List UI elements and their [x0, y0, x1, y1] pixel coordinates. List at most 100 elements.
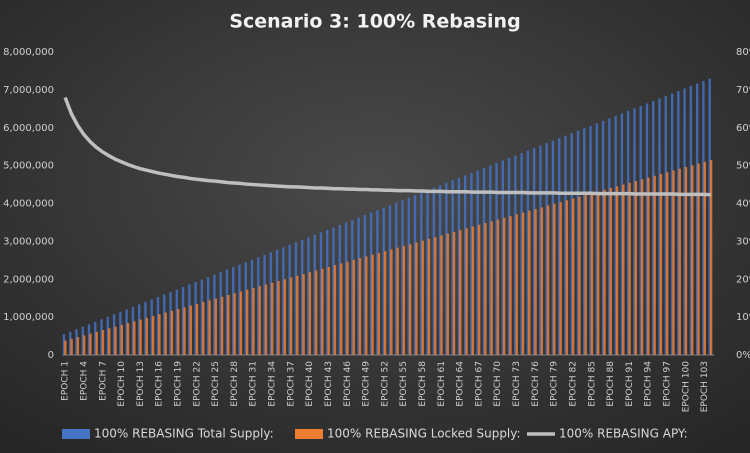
bar — [445, 182, 448, 355]
bar — [639, 105, 642, 356]
bar — [263, 254, 266, 355]
bar — [640, 179, 644, 355]
y-tick-label: 7,000,000 — [3, 85, 54, 96]
bar — [239, 291, 243, 355]
x-tick-label: EPOCH 70 — [493, 361, 503, 407]
bar — [578, 196, 581, 355]
bar — [351, 220, 354, 355]
y-tick-label: 6,000,000 — [3, 123, 54, 134]
bar — [156, 296, 160, 355]
bar — [708, 78, 711, 355]
bar — [327, 266, 330, 355]
bar — [264, 284, 268, 355]
bar — [277, 280, 280, 355]
bar — [213, 274, 216, 355]
bar — [532, 148, 536, 355]
bar — [622, 184, 625, 355]
bar — [126, 323, 130, 355]
legend-swatch — [295, 429, 323, 439]
bar — [576, 130, 580, 355]
x-tick-label: EPOCH 91 — [625, 361, 635, 407]
bar — [597, 191, 600, 355]
x-tick-label: EPOCH 79 — [550, 361, 560, 407]
bar — [271, 282, 274, 355]
x-tick-label: EPOCH 103 — [700, 361, 710, 412]
bar — [177, 309, 180, 355]
bar — [589, 125, 592, 355]
bar — [302, 273, 305, 355]
bar — [314, 270, 318, 355]
bar — [420, 192, 423, 355]
y2-tick-label: 0% — [736, 350, 750, 361]
bar — [365, 256, 368, 355]
bar — [553, 203, 556, 355]
legend-label: 100% REBASING APY: — [559, 427, 688, 441]
bar — [615, 186, 619, 355]
bar — [233, 293, 236, 355]
bar — [528, 210, 531, 355]
x-tick-label: EPOCH 73 — [512, 361, 522, 407]
bar — [503, 217, 506, 355]
bar — [584, 195, 587, 355]
bar — [446, 233, 449, 355]
bar — [526, 150, 530, 355]
bar — [521, 212, 525, 355]
bar — [108, 328, 111, 355]
x-tick-label: EPOCH 43 — [324, 361, 334, 407]
y2-tick-label: 60% — [736, 123, 750, 134]
bar — [482, 167, 486, 355]
bar — [119, 311, 122, 355]
bar — [570, 133, 573, 355]
bar — [451, 180, 454, 355]
y2-tick-label: 10% — [736, 312, 750, 323]
bar — [307, 237, 310, 355]
bar — [388, 205, 392, 355]
bar — [677, 91, 680, 355]
bar — [227, 295, 230, 355]
bar — [496, 219, 500, 355]
bar — [626, 110, 630, 355]
x-tick-label: EPOCH 82 — [568, 361, 578, 407]
bar — [415, 242, 418, 355]
y2-tick-label: 30% — [736, 236, 750, 247]
x-tick-label: EPOCH 67 — [474, 361, 484, 407]
bar — [407, 197, 410, 355]
bar — [100, 319, 103, 355]
x-tick-label: EPOCH 85 — [587, 361, 597, 407]
bar — [338, 225, 341, 355]
x-tick-label: EPOCH 28 — [230, 361, 240, 407]
bar — [258, 286, 261, 355]
y-tick-label: 8,000,000 — [3, 47, 54, 58]
x-tick-label: EPOCH 61 — [437, 361, 447, 407]
bar — [106, 316, 110, 355]
bar — [175, 289, 178, 355]
bar — [539, 145, 542, 355]
bar — [170, 310, 174, 355]
bar — [614, 115, 617, 356]
bar — [495, 162, 498, 355]
bar — [653, 175, 656, 355]
y-tick-label: 5,000,000 — [3, 161, 54, 172]
bar — [459, 230, 462, 355]
bar — [112, 314, 116, 355]
x-tick-label: EPOCH 4 — [79, 361, 89, 401]
x-tick-label: EPOCH 88 — [606, 361, 616, 407]
bar — [601, 120, 605, 355]
bar — [489, 165, 492, 355]
bar — [164, 312, 167, 355]
bar — [62, 334, 66, 355]
bar — [183, 307, 186, 355]
bar — [691, 165, 694, 355]
bar — [333, 265, 337, 355]
bar — [595, 123, 599, 356]
bar — [476, 170, 479, 355]
x-tick-label: EPOCH 55 — [399, 361, 409, 407]
bar — [463, 175, 467, 355]
bar — [125, 309, 128, 355]
bar — [76, 337, 80, 355]
bar — [590, 193, 594, 355]
bar — [672, 170, 675, 355]
bar — [620, 113, 624, 355]
bar — [647, 177, 650, 355]
bar — [678, 168, 681, 355]
